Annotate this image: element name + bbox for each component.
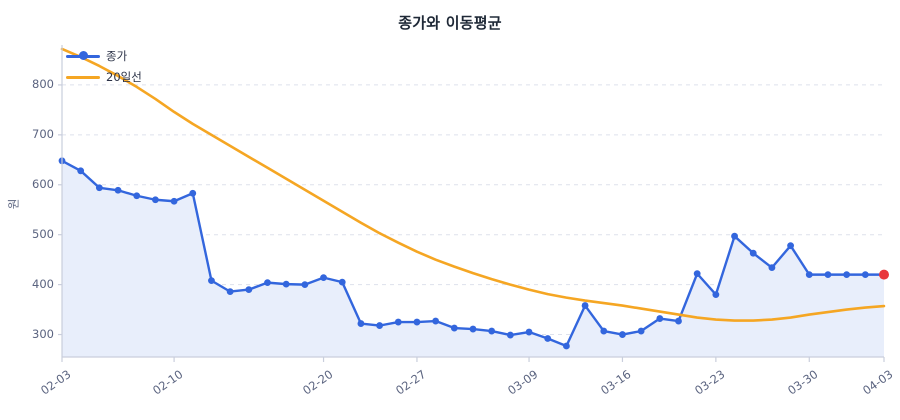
legend-label-close: 종가 [106, 49, 128, 63]
series-markers [58, 157, 889, 350]
x-tick-marks [61, 357, 885, 362]
y-tick-label: 500 [32, 226, 54, 241]
y-tick-label: 400 [32, 276, 54, 291]
y-tick-label: 600 [32, 176, 54, 191]
legend-marker-ma-icon [66, 69, 100, 85]
chart-legend: 종가 20일선 [66, 48, 142, 85]
y-tick-marks [58, 84, 62, 336]
legend-item-ma: 20일선 [66, 69, 142, 85]
legend-label-ma: 20일선 [106, 70, 142, 84]
y-tick-label: 700 [32, 126, 54, 141]
axis-spines [61, 45, 884, 358]
legend-item-close: 종가 [66, 48, 142, 64]
series-fill-areas [62, 160, 884, 357]
legend-marker-close-icon [66, 48, 100, 64]
y-tick-label: 800 [32, 76, 54, 91]
y-tick-label: 300 [32, 326, 54, 341]
chart-title: 종가와 이동평균 [398, 14, 502, 32]
